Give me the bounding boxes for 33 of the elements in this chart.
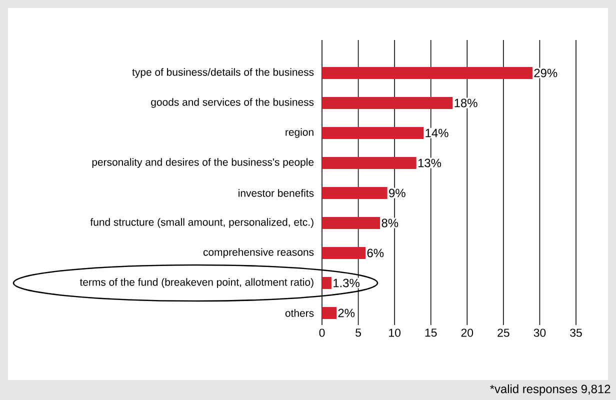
bar <box>322 157 416 170</box>
x-tick-label: 25 <box>498 328 510 337</box>
y-tick-label: goods and services of the business <box>151 98 314 108</box>
y-tick-label: investor benefits <box>238 189 314 197</box>
bar <box>322 187 388 200</box>
y-tick-label: comprehensive reasons <box>203 248 314 258</box>
x-tick-label: 30 <box>534 328 546 337</box>
data-label: 1.3% <box>334 278 360 288</box>
y-tick-label: personality and desires of the business's people <box>92 158 314 168</box>
data-label: 8% <box>382 218 398 228</box>
data-label: 9% <box>389 188 406 198</box>
data-label: 14% <box>426 128 448 138</box>
data-label: 18% <box>454 98 478 108</box>
data-label: 29% <box>534 68 558 78</box>
x-tick-label: 15 <box>425 328 437 337</box>
bar <box>322 67 532 80</box>
y-tick-label: others <box>285 309 314 317</box>
x-tick-label: 20 <box>461 328 474 337</box>
x-tick-label: 35 <box>570 328 582 337</box>
y-tick-label: region <box>286 128 314 138</box>
data-label: 6% <box>367 248 384 258</box>
bar <box>322 247 366 260</box>
bar <box>322 307 337 320</box>
y-tick-label: type of business/details of the business <box>132 68 314 78</box>
text: *valid responses 9,812 <box>490 384 610 396</box>
x-tick-label: 0 <box>319 328 325 337</box>
x-tick-label: 5 <box>356 328 361 337</box>
data-label: 2% <box>338 308 355 318</box>
data-label: 13% <box>418 158 442 168</box>
x-tick-label: 10 <box>389 328 400 337</box>
y-tick-label: terms of the fund (breakeven point, allotment ratio) <box>80 278 314 288</box>
bar <box>322 277 332 290</box>
y-tick-label: fund structure (small amount, personalized, etc.) <box>90 218 314 228</box>
